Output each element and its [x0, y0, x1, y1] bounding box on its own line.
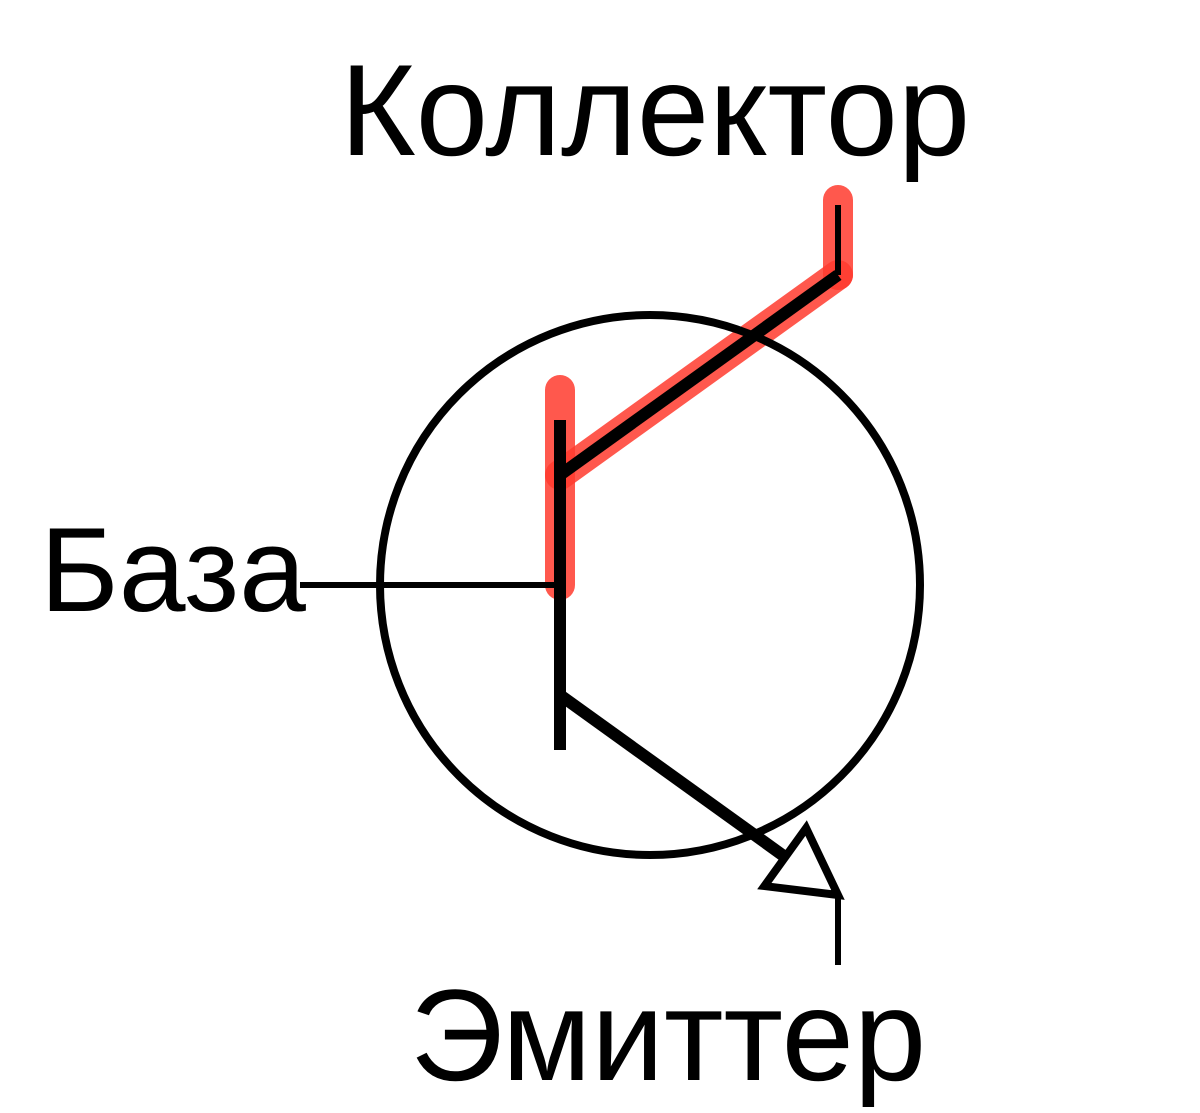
collector-segment — [560, 275, 838, 475]
emitter-label: Эмиттер — [410, 970, 926, 1100]
collector-label: Коллектор — [340, 45, 970, 175]
emitter-arrow-icon — [764, 828, 838, 895]
emitter-segment — [560, 695, 791, 861]
base-label: База — [40, 510, 306, 630]
